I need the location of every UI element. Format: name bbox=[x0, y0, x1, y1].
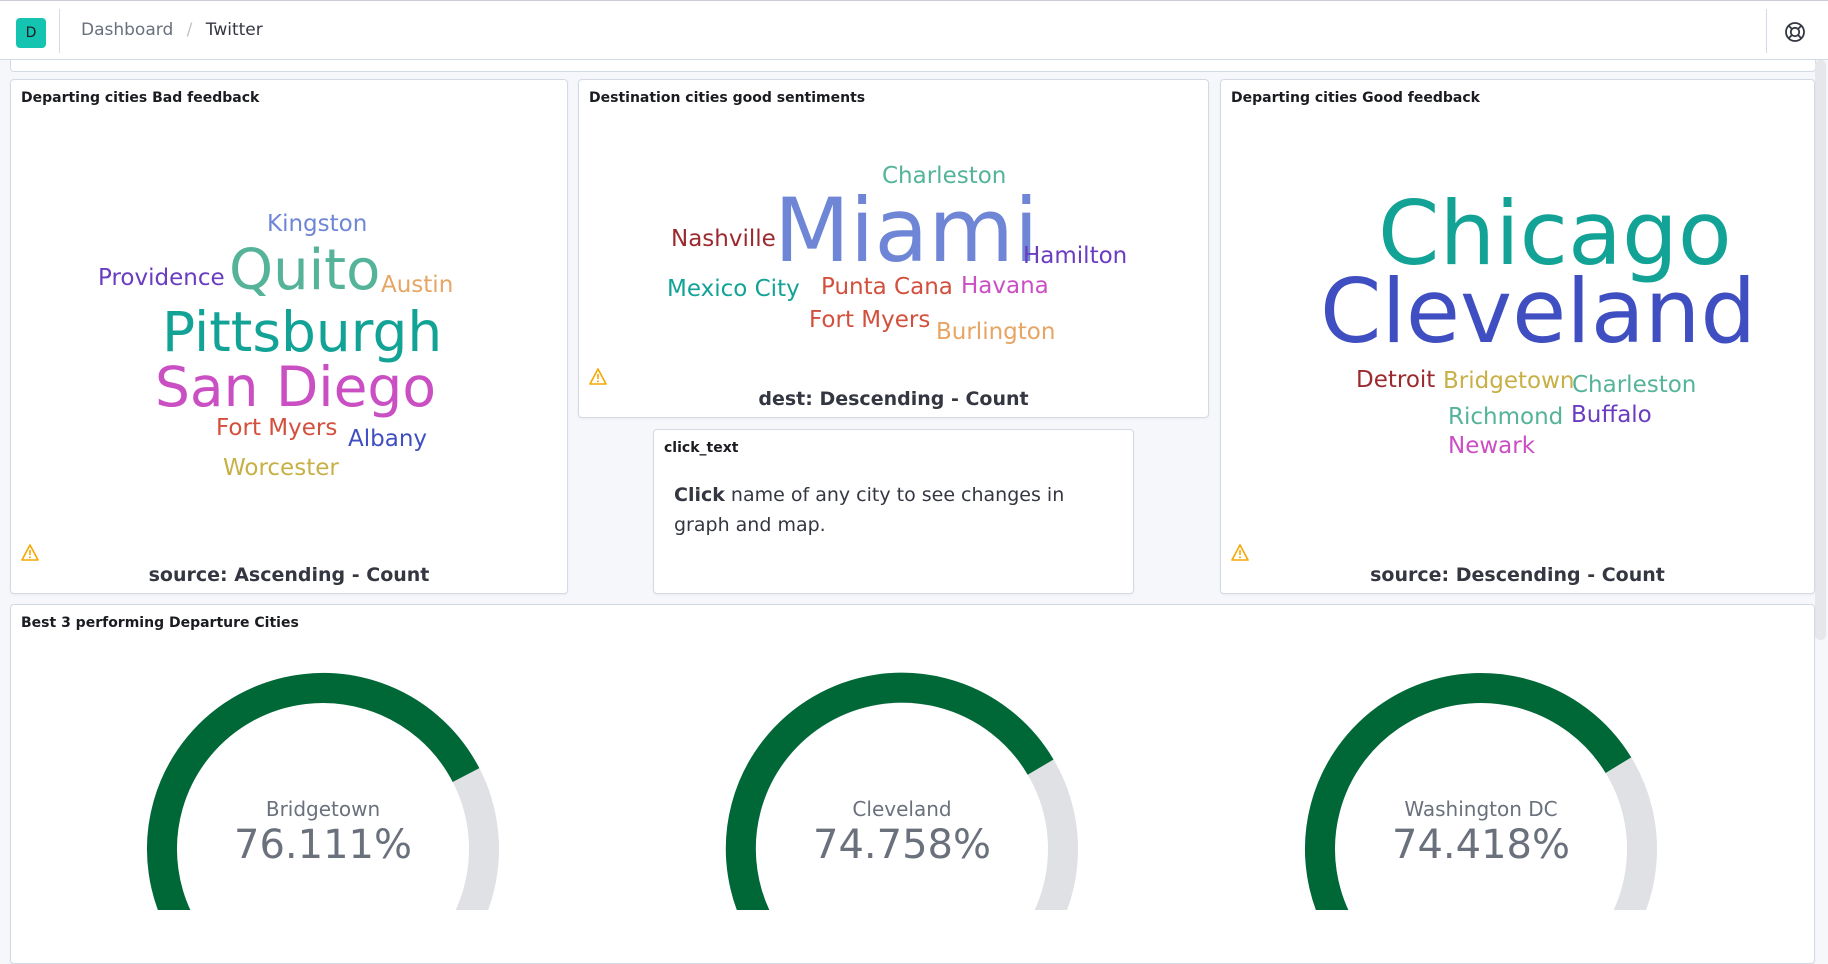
word-newark[interactable]: Newark bbox=[1448, 433, 1536, 459]
gauge: Cleveland 74.758% bbox=[712, 660, 1092, 910]
gauge-value: 74.758% bbox=[813, 822, 991, 868]
gauge-value: 74.418% bbox=[1392, 822, 1570, 868]
panel-title: Departing cities Bad feedback bbox=[21, 90, 260, 106]
gauge-arc bbox=[1304, 673, 1657, 910]
warning-icon[interactable] bbox=[589, 368, 607, 385]
breadcrumb: Dashboard / Twitter bbox=[81, 20, 263, 40]
word-charleston[interactable]: Charleston bbox=[882, 163, 1007, 189]
word-charleston[interactable]: Charleston bbox=[1572, 372, 1697, 398]
warning-icon[interactable] bbox=[21, 544, 39, 561]
word-buffalo[interactable]: Buffalo bbox=[1571, 402, 1652, 428]
word-detroit[interactable]: Detroit bbox=[1356, 367, 1436, 393]
markdown-rest: name of any city to see changes in graph… bbox=[674, 484, 1065, 536]
gauge: Washington DC 74.418% bbox=[1291, 660, 1671, 910]
dashboard-logo[interactable]: D bbox=[16, 18, 46, 48]
panel-title: Best 3 performing Departure Cities bbox=[21, 615, 299, 631]
panel-good-feedback: Departing cities Good feedback Chicago C… bbox=[1220, 79, 1815, 594]
panel-click-text: click_text Click name of any city to see… bbox=[653, 429, 1134, 594]
word-albany[interactable]: Albany bbox=[348, 426, 428, 452]
markdown-text: Click name of any city to see changes in… bbox=[674, 480, 1119, 540]
word-miami[interactable]: Miami bbox=[774, 179, 1039, 282]
markdown-bold: Click bbox=[674, 484, 725, 506]
breadcrumb-separator: / bbox=[186, 20, 193, 40]
word-fort-myers[interactable]: Fort Myers bbox=[809, 307, 931, 333]
word-kingston[interactable]: Kingston bbox=[267, 211, 368, 237]
divider bbox=[59, 9, 60, 53]
word-chicago[interactable]: Chicago bbox=[1378, 182, 1732, 285]
word-san-diego[interactable]: San Diego bbox=[155, 355, 436, 419]
gauge: Bridgetown 76.111% bbox=[133, 660, 513, 910]
word-havana[interactable]: Havana bbox=[961, 273, 1049, 299]
wordcloud-caption: dest: Descending - Count bbox=[758, 388, 1029, 410]
word-mexico-city[interactable]: Mexico City bbox=[667, 276, 800, 302]
gauge-value: 76.111% bbox=[234, 822, 412, 868]
panel-bad-feedback: Departing cities Bad feedback Kingston P… bbox=[10, 79, 568, 594]
word-providence[interactable]: Providence bbox=[98, 265, 225, 291]
panel-title: click_text bbox=[664, 440, 739, 456]
panel-title: Departing cities Good feedback bbox=[1231, 90, 1480, 106]
gauge-arc bbox=[725, 672, 1078, 910]
word-austin[interactable]: Austin bbox=[381, 272, 454, 298]
word-burlington[interactable]: Burlington bbox=[936, 319, 1056, 345]
gauge-label: Bridgetown bbox=[265, 797, 381, 821]
panel-title: Destination cities good sentiments bbox=[589, 90, 866, 106]
word-pittsburgh[interactable]: Pittsburgh bbox=[162, 300, 443, 364]
top-nav-bar: D Dashboard / Twitter bbox=[0, 0, 1828, 60]
filter-bar bbox=[10, 60, 1816, 72]
breadcrumb-dashboard[interactable]: Dashboard bbox=[81, 20, 174, 40]
breadcrumb-twitter: Twitter bbox=[205, 20, 263, 40]
word-hamilton[interactable]: Hamilton bbox=[1023, 243, 1128, 269]
gauge-arc bbox=[146, 672, 499, 910]
gauge-fill bbox=[725, 672, 1054, 910]
wordcloud-caption: source: Ascending - Count bbox=[148, 564, 430, 586]
word-cleveland[interactable]: Cleveland bbox=[1320, 260, 1757, 363]
gauge-label: Washington DC bbox=[1404, 797, 1558, 821]
word-bridgetown[interactable]: Bridgetown bbox=[1443, 368, 1575, 394]
divider bbox=[1766, 9, 1767, 53]
gauge-fill bbox=[146, 672, 480, 910]
word-fort-myers[interactable]: Fort Myers bbox=[216, 415, 338, 441]
gauge-label: Cleveland bbox=[852, 797, 952, 821]
gauge-fill bbox=[1304, 673, 1632, 910]
page-scrollbar[interactable] bbox=[1815, 60, 1826, 640]
word-richmond[interactable]: Richmond bbox=[1448, 404, 1564, 430]
word-punta-cana[interactable]: Punta Cana bbox=[821, 274, 953, 300]
word-worcester[interactable]: Worcester bbox=[223, 455, 339, 481]
panel-gauges: Best 3 performing Departure Cities bbox=[10, 604, 1815, 964]
panel-destination-good: Destination cities good sentiments Charl… bbox=[578, 79, 1209, 418]
warning-icon[interactable] bbox=[1231, 544, 1249, 561]
word-quito[interactable]: Quito bbox=[229, 238, 381, 303]
wordcloud-caption: source: Descending - Count bbox=[1370, 564, 1665, 586]
word-nashville[interactable]: Nashville bbox=[671, 226, 776, 252]
help-lifebuoy-icon[interactable] bbox=[1784, 21, 1806, 43]
